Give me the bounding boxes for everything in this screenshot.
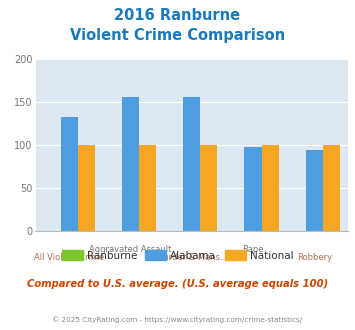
Bar [61,117,78,231]
Text: Aggravated Assault: Aggravated Assault [89,245,171,254]
Text: Violent Crime Comparison: Violent Crime Comparison [70,28,285,43]
Text: Rape: Rape [242,245,264,254]
Text: 2016 Ranburne: 2016 Ranburne [114,8,241,23]
Bar [122,97,139,231]
Bar [323,145,340,231]
Bar [78,145,95,231]
Bar [200,145,217,231]
Text: Compared to U.S. average. (U.S. average equals 100): Compared to U.S. average. (U.S. average … [27,279,328,289]
Text: © 2025 CityRating.com - https://www.cityrating.com/crime-statistics/: © 2025 CityRating.com - https://www.city… [53,317,302,323]
Bar [139,145,156,231]
Text: All Violent Crime: All Violent Crime [34,253,104,262]
Bar [306,150,323,231]
Bar [183,97,200,231]
Legend: Ranburne, Alabama, National: Ranburne, Alabama, National [58,246,297,265]
Text: Robbery: Robbery [297,253,332,262]
Bar [262,145,279,231]
Text: Murder & Mans...: Murder & Mans... [156,253,228,262]
Bar [244,147,262,231]
